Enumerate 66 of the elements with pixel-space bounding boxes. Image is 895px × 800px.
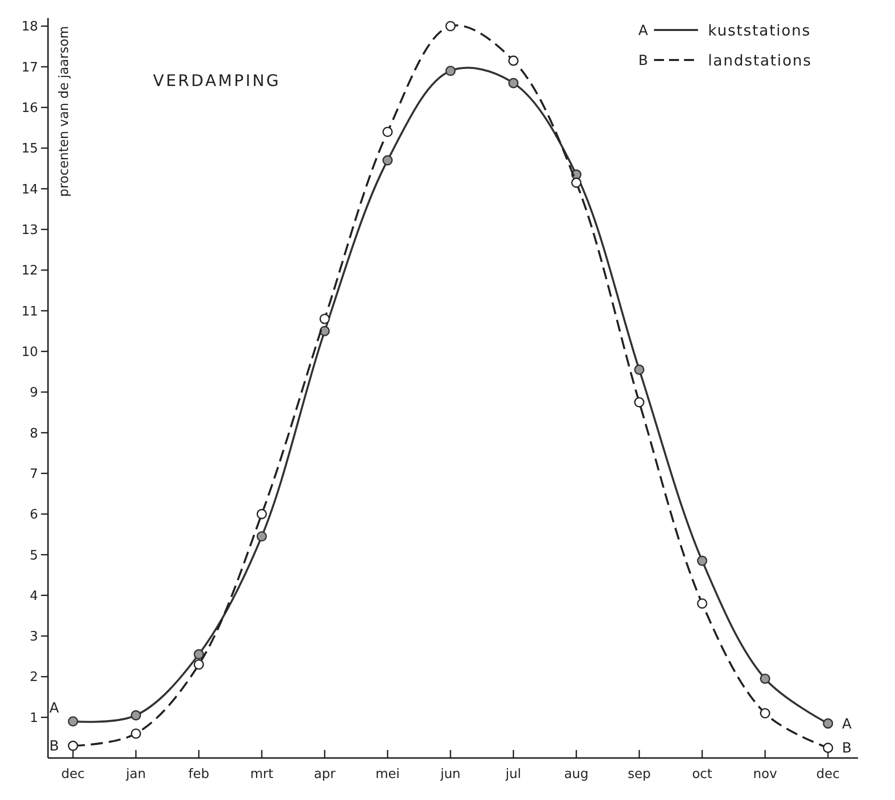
y-tick-label: 3: [30, 630, 38, 645]
y-tick-label: 12: [21, 264, 38, 279]
y-tick-label: 16: [21, 101, 38, 116]
point: [760, 674, 770, 684]
y-tick-label: 5: [30, 548, 38, 564]
annotation: B: [49, 738, 59, 755]
y-tick-label: 18: [21, 20, 38, 35]
point: [194, 659, 204, 670]
x-tick-label: feb: [188, 767, 210, 782]
y-tick-label: 13: [21, 222, 38, 238]
point: [697, 598, 708, 609]
legend-label: landstations: [708, 51, 812, 70]
point: [508, 78, 519, 88]
x-tick-label: mei: [375, 767, 400, 782]
annotation: B: [842, 740, 852, 757]
y-tick-label: 2: [30, 670, 38, 686]
y-tick-label: 11: [21, 304, 38, 320]
point: [320, 326, 330, 336]
point: [508, 56, 519, 66]
point: [382, 126, 393, 137]
x-tick-label: aug: [564, 767, 589, 782]
y-tick-label: 9: [30, 386, 38, 401]
point: [194, 649, 204, 660]
point: [445, 66, 456, 76]
point: [760, 708, 770, 718]
x-tick-label: dec: [816, 767, 840, 782]
x-tick-label: mrt: [250, 767, 274, 782]
x-tick-label: jul: [504, 767, 522, 782]
y-tick-label: 10: [21, 344, 38, 360]
point: [256, 531, 267, 542]
annotation: A: [842, 716, 852, 732]
annotation: A: [49, 700, 60, 716]
point: [68, 740, 78, 751]
point: [697, 556, 708, 566]
x-tick-label: apr: [314, 767, 336, 782]
y-tick-label: 7: [30, 466, 38, 482]
point: [382, 155, 393, 166]
point: [68, 716, 78, 727]
y-tick-label: 4: [30, 588, 38, 604]
x-tick-label: oct: [692, 767, 712, 782]
x-tick-label: dec: [61, 767, 85, 782]
point: [634, 397, 644, 408]
y-tick-label: 15: [21, 142, 38, 157]
y-tick-label: 1: [30, 710, 38, 726]
point: [130, 710, 142, 720]
point: [256, 508, 267, 520]
point: [320, 314, 330, 324]
y-tick-label: 6: [30, 508, 38, 523]
point: [634, 364, 644, 375]
x-tick-label: nov: [753, 767, 778, 782]
y-tick-label: 14: [21, 182, 38, 198]
point: [130, 728, 142, 739]
y-axis-title: procenten van de jaarsom: [57, 26, 72, 197]
y-tick-label: 17: [21, 60, 38, 76]
y-tick-label: 8: [30, 426, 38, 442]
text: A: [638, 22, 648, 39]
legend-label: kuststations: [708, 21, 811, 40]
x-tick-label: jun: [439, 767, 461, 782]
text: VERDAMPING: [153, 71, 281, 90]
x-tick-label: sep: [628, 767, 651, 782]
point: [822, 742, 834, 753]
point: [571, 178, 582, 188]
point: [822, 718, 834, 729]
x-tick-label: jan: [125, 767, 146, 782]
point: [445, 20, 456, 32]
text: B: [638, 52, 648, 69]
